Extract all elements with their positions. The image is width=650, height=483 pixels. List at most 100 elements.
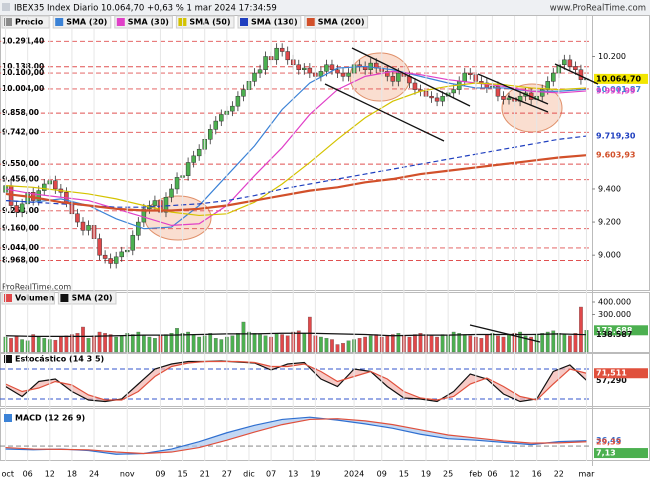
x-tick-label: 24	[89, 470, 99, 479]
legend-label: SMA (20)	[71, 294, 112, 303]
volume-bar	[230, 335, 235, 353]
level-label-bg	[1, 61, 41, 72]
volume-bar	[496, 335, 500, 353]
end-label: 29,33	[596, 437, 621, 446]
candle-body	[163, 196, 169, 213]
volume-bar	[457, 333, 462, 353]
candle-body	[390, 76, 396, 82]
candle-body	[191, 155, 196, 163]
legend-box	[57, 291, 117, 305]
header-title: IBEX35 Index Diario 10.064,70 +0,63 % 1 …	[14, 4, 277, 14]
candle-body	[274, 47, 279, 61]
series-line	[5, 70, 587, 226]
candle-body	[440, 95, 445, 102]
candle-body	[429, 95, 434, 99]
volume-bar	[501, 336, 506, 353]
y-tick-label: 400.000	[598, 298, 631, 307]
x-tick-label: 15	[177, 470, 187, 479]
x-tick-label: feb	[469, 470, 482, 479]
x-tick-label: 19	[310, 470, 320, 479]
level-label: 9.160,00	[2, 224, 39, 233]
volume-bar	[357, 338, 362, 353]
volume-bar	[9, 338, 13, 353]
series-line	[5, 360, 587, 403]
candle-body	[42, 183, 47, 191]
legend-label: SMA (200)	[318, 18, 365, 27]
end-label-bg	[594, 368, 648, 379]
trend-line	[324, 83, 445, 142]
x-tick-label: 16	[532, 470, 542, 479]
y-tick-label: 9.400	[598, 184, 621, 193]
y-tick-label: 9.000	[598, 251, 621, 260]
level-label: 10.004,00	[2, 84, 44, 93]
volume-bar	[479, 338, 484, 353]
level-label: 9.858,00	[2, 108, 39, 117]
volume-bar	[363, 336, 368, 353]
candle-body	[230, 105, 235, 112]
legend-title: Estocástico (14 3 5)	[15, 355, 104, 364]
end-label: 36,46	[596, 436, 622, 445]
candle-body	[80, 221, 86, 231]
candle-body	[19, 203, 25, 213]
legend-swatch	[4, 414, 12, 422]
legend-swatch	[4, 294, 12, 302]
candle-body	[97, 238, 102, 256]
candle-body	[141, 208, 147, 223]
candle-body	[263, 56, 268, 70]
volume-bar	[252, 333, 257, 353]
level-label-bg	[1, 223, 41, 234]
trend-line	[351, 47, 471, 107]
candle-body	[241, 89, 246, 97]
volume-bar	[407, 336, 412, 353]
candle-body	[219, 114, 224, 122]
legend-label: Volumen	[15, 294, 54, 303]
volume-bar	[429, 335, 434, 353]
volume-bar	[263, 335, 268, 353]
end-label: 10.064,70	[596, 74, 641, 83]
legend-swatch	[55, 18, 64, 26]
candle-body	[335, 69, 340, 74]
end-label: 10.001,87	[596, 85, 641, 94]
level-label: 9.742,00	[2, 127, 39, 136]
x-tick-label: 13	[288, 470, 298, 479]
volume-bar	[551, 330, 556, 353]
candle-body	[152, 200, 158, 206]
candle-body	[252, 72, 257, 82]
trend-line	[477, 73, 549, 105]
volume-bar	[307, 316, 312, 353]
level-label-bg	[1, 159, 41, 170]
level-label-bg	[1, 108, 41, 119]
candle-body	[451, 89, 456, 94]
level-label: 9.456,00	[2, 175, 39, 184]
x-tick-label: 18	[67, 470, 77, 479]
volume-bar	[31, 334, 36, 353]
volume-bar	[302, 333, 307, 353]
x-tick-label: 15	[399, 470, 409, 479]
volume-bar	[562, 334, 567, 353]
end-label: 9.603,93	[596, 151, 635, 160]
candle-body	[495, 86, 501, 97]
candle-body	[213, 120, 219, 130]
volume-bar	[413, 334, 417, 353]
legend-label: SMA (20)	[66, 18, 107, 27]
volume-bar	[485, 334, 489, 353]
series-line	[5, 418, 587, 455]
candle-body	[385, 71, 390, 77]
series-line	[5, 416, 587, 455]
trend-line	[469, 324, 541, 343]
volume-bar	[20, 339, 24, 353]
end-label: 138.587	[596, 330, 632, 339]
legend-box	[52, 15, 112, 29]
volume-bar	[341, 343, 345, 353]
legend-swatch	[116, 18, 125, 26]
volume-bar	[119, 335, 124, 353]
candle-body	[285, 51, 290, 61]
annotations-over	[324, 47, 599, 343]
series-line	[5, 154, 587, 212]
series-line	[5, 360, 587, 401]
candle-body	[468, 72, 473, 75]
candle-body	[14, 205, 19, 213]
legend-label: SMA (130)	[251, 18, 298, 27]
